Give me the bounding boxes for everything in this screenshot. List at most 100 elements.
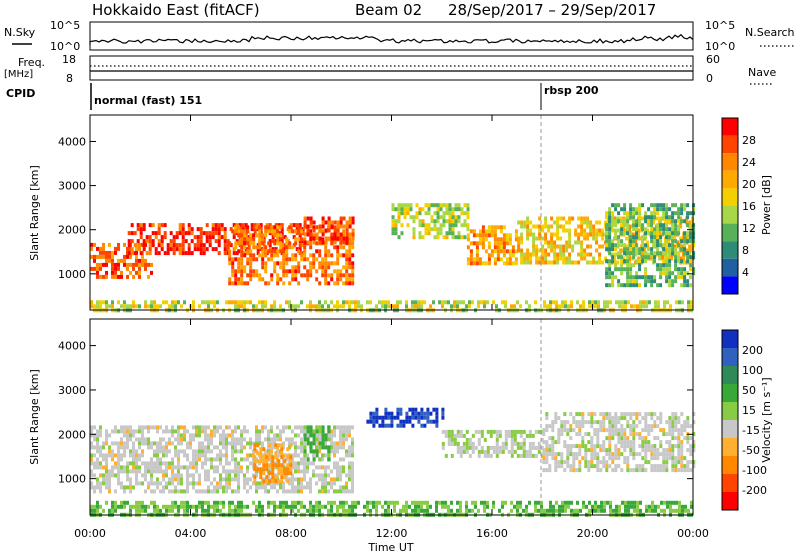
data-cell <box>568 220 572 225</box>
data-cell <box>614 420 618 425</box>
data-cell <box>135 270 138 275</box>
data-cell <box>297 229 301 234</box>
data-cell <box>252 304 255 309</box>
data-cell <box>445 231 449 236</box>
data-cell <box>469 249 473 254</box>
data-cell <box>277 443 281 448</box>
data-cell <box>351 281 355 286</box>
data-cell <box>599 428 603 433</box>
data-cell <box>680 239 684 244</box>
data-cell <box>153 461 156 466</box>
data-cell <box>223 235 227 240</box>
data-cell <box>653 231 657 236</box>
data-cell <box>644 231 648 236</box>
data-cell <box>507 433 511 438</box>
data-cell <box>342 457 345 462</box>
data-cell <box>605 452 609 457</box>
data-cell <box>677 227 681 232</box>
data-cell <box>336 425 339 430</box>
data-cell <box>584 444 588 449</box>
data-cell <box>132 300 135 305</box>
data-cell <box>692 227 696 232</box>
data-cell <box>108 489 111 494</box>
data-cell <box>243 265 247 270</box>
data-cell <box>614 207 618 212</box>
data-cell <box>120 481 123 486</box>
colorbar-tick-label: 24 <box>742 156 756 169</box>
data-cell <box>217 243 221 248</box>
data-cell <box>207 504 210 509</box>
data-cell <box>688 248 692 253</box>
data-cell <box>225 485 228 490</box>
data-cell <box>303 473 306 478</box>
data-cell <box>196 239 200 244</box>
data-cell <box>291 229 295 234</box>
data-cell <box>120 465 123 470</box>
data-cell <box>303 237 307 242</box>
data-cell <box>665 227 669 232</box>
data-cell <box>168 508 171 513</box>
data-cell <box>623 428 627 433</box>
data-cell <box>656 247 660 252</box>
data-cell <box>611 416 615 421</box>
data-cell <box>265 475 269 480</box>
data-cell <box>378 500 381 505</box>
data-cell <box>333 245 337 250</box>
data-cell <box>633 508 636 513</box>
data-cell <box>330 504 333 509</box>
data-cell <box>168 449 171 454</box>
data-cell <box>650 239 654 244</box>
data-cell <box>688 244 692 249</box>
data-cell <box>435 415 439 420</box>
data-cell <box>270 449 273 454</box>
data-cell <box>679 236 683 241</box>
data-cell <box>584 456 588 461</box>
beam-label: Beam 02 <box>355 1 422 19</box>
data-cell <box>537 508 540 513</box>
data-cell <box>684 504 687 509</box>
data-cell <box>303 441 306 446</box>
data-cell <box>577 236 581 241</box>
data-cell <box>641 227 645 232</box>
data-cell <box>463 223 467 228</box>
data-cell <box>646 252 650 257</box>
data-cell <box>181 231 185 236</box>
data-cell <box>93 304 96 309</box>
data-cell <box>644 219 648 224</box>
data-cell <box>560 420 564 425</box>
data-cell <box>336 465 339 470</box>
data-cell <box>650 227 654 232</box>
data-cell <box>324 485 327 490</box>
data-cell <box>156 445 159 450</box>
data-cell <box>240 465 243 470</box>
data-cell <box>692 460 696 465</box>
data-cell <box>130 223 134 228</box>
data-cell <box>150 262 153 267</box>
data-cell <box>255 233 259 238</box>
data-cell <box>418 235 422 240</box>
data-cell <box>650 448 654 453</box>
data-cell <box>543 304 546 309</box>
data-cell <box>644 420 648 425</box>
data-cell <box>514 261 518 266</box>
data-cell <box>489 445 493 450</box>
data-cell <box>108 473 111 478</box>
data-cell <box>273 265 277 270</box>
data-cell <box>510 453 514 458</box>
data-cell <box>548 452 552 457</box>
data-cell <box>584 432 588 437</box>
data-cell <box>679 244 683 249</box>
data-cell <box>141 461 144 466</box>
data-cell <box>297 225 301 230</box>
freq-unit: [MHz] <box>4 69 33 80</box>
data-cell <box>588 300 591 305</box>
data-cell <box>674 412 678 417</box>
data-cell <box>330 253 334 258</box>
data-cell <box>321 229 325 234</box>
data-cell <box>544 256 548 261</box>
data-cell <box>280 467 284 472</box>
data-cell <box>279 504 282 509</box>
data-cell <box>117 469 120 474</box>
data-cell <box>130 239 134 244</box>
data-cell <box>562 260 566 265</box>
